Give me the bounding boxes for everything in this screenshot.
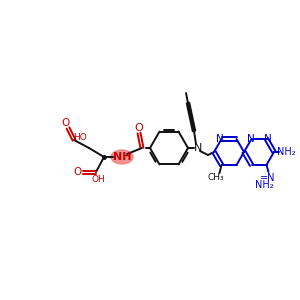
Text: O: O <box>62 118 70 128</box>
Text: O: O <box>135 123 143 133</box>
Text: O: O <box>74 167 82 177</box>
Text: N: N <box>216 134 224 144</box>
Text: HO: HO <box>73 133 87 142</box>
Text: CH₃: CH₃ <box>207 173 224 182</box>
Text: N: N <box>194 143 202 153</box>
Text: N: N <box>247 134 254 144</box>
Text: OH: OH <box>91 176 105 184</box>
Text: NH₂: NH₂ <box>255 180 274 190</box>
Ellipse shape <box>111 150 133 164</box>
Text: =N: =N <box>260 173 275 183</box>
Text: NH₂: NH₂ <box>277 147 295 157</box>
Text: NH: NH <box>113 152 131 162</box>
Text: N: N <box>264 134 272 144</box>
